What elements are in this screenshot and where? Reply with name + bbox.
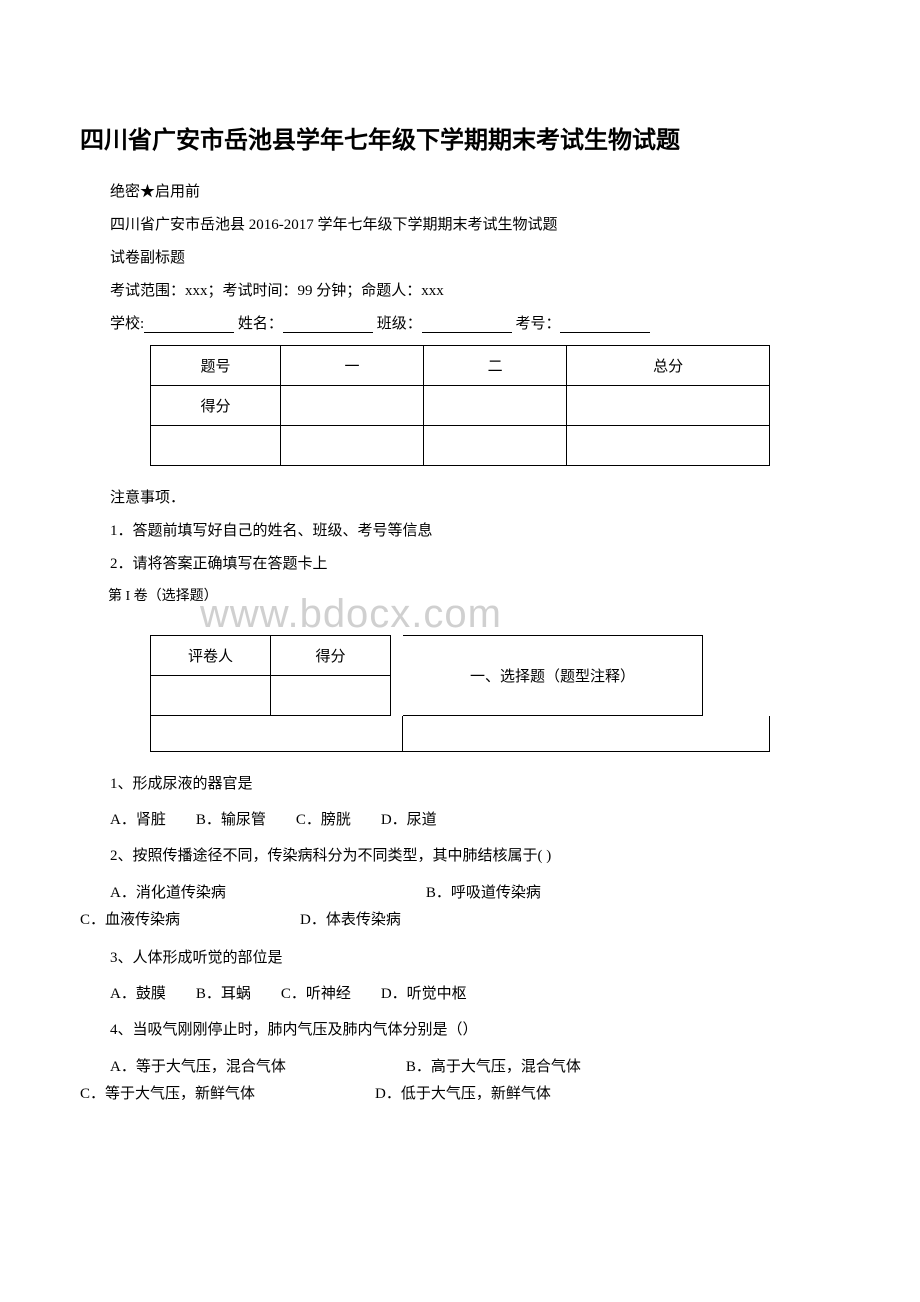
score-table: 题号 一 二 总分 得分 bbox=[150, 345, 770, 466]
exam-info: 考试范围：xxx；考试时间：99 分钟；命题人：xxx bbox=[80, 279, 840, 300]
table-row: 题号 一 二 总分 bbox=[151, 346, 770, 386]
table-row bbox=[151, 426, 770, 466]
empty-cell bbox=[151, 716, 403, 751]
empty-cell bbox=[151, 426, 281, 466]
notice-item: 2．请将答案正确填写在答题卡上 bbox=[80, 552, 840, 573]
empty-cell bbox=[403, 716, 770, 751]
page-title: 四川省广安市岳池县学年七年级下学期期末考试生物试题 bbox=[80, 120, 840, 155]
sub-subtitle: 试卷副标题 bbox=[80, 246, 840, 267]
option-b: B．高于大气压，混合气体 bbox=[406, 1059, 581, 1075]
class-blank[interactable] bbox=[422, 315, 512, 333]
option-c: C．血液传染病 bbox=[80, 912, 180, 928]
question-options: A．鼓膜 B．耳蜗 C．听神经 D．听觉中枢 bbox=[80, 982, 840, 1006]
question-options: A．肾脏 B．输尿管 C．膀胱 D．尿道 bbox=[80, 808, 840, 832]
school-label: 学校: bbox=[110, 316, 144, 332]
empty-cell bbox=[567, 386, 770, 426]
notice-item: 1．答题前填写好自己的姓名、班级、考号等信息 bbox=[80, 519, 840, 540]
header-cell: 二 bbox=[424, 346, 567, 386]
empty-cell bbox=[151, 676, 271, 716]
question-text: 2、按照传播途径不同，传染病科分为不同类型，其中肺结核属于( ) bbox=[80, 844, 840, 868]
table-row: 得分 bbox=[151, 386, 770, 426]
grader-header: 评卷人 bbox=[151, 636, 271, 676]
option-b: B．呼吸道传染病 bbox=[426, 885, 541, 901]
section1-label: 第 I 卷（选择题） bbox=[80, 585, 840, 605]
confidential-label: 绝密★启用前 bbox=[80, 180, 840, 201]
section-title-cell: 一、选择题（题型注释） bbox=[403, 635, 703, 716]
question-text: 1、形成尿液的器官是 bbox=[80, 772, 840, 796]
class-label: 班级： bbox=[377, 316, 422, 332]
grader-table: 评卷人 得分 一、选择题（题型注释） bbox=[150, 635, 840, 752]
option-a: A．等于大气压，混合气体 bbox=[110, 1059, 286, 1075]
student-info-line: 学校: 姓名： 班级： 考号： bbox=[80, 312, 840, 333]
question-text: 3、人体形成听觉的部位是 bbox=[80, 946, 840, 970]
examno-blank[interactable] bbox=[560, 315, 650, 333]
notice-header: 注意事项． bbox=[80, 486, 840, 507]
name-blank[interactable] bbox=[283, 315, 373, 333]
score-header: 得分 bbox=[271, 636, 391, 676]
examno-label: 考号： bbox=[515, 316, 560, 332]
empty-cell bbox=[424, 426, 567, 466]
empty-cell bbox=[567, 426, 770, 466]
header-cell: 总分 bbox=[567, 346, 770, 386]
option-a: A．消化道传染病 bbox=[110, 885, 226, 901]
subtitle: 四川省广安市岳池县 2016-2017 学年七年级下学期期末考试生物试题 bbox=[80, 213, 840, 234]
header-cell: 题号 bbox=[151, 346, 281, 386]
empty-cell bbox=[281, 386, 424, 426]
empty-cell bbox=[271, 676, 391, 716]
question-options: A．等于大气压，混合气体 B．高于大气压，混合气体 C．等于大气压，新鲜气体 D．低… bbox=[80, 1054, 840, 1108]
empty-cell bbox=[281, 426, 424, 466]
option-c: C．等于大气压，新鲜气体 bbox=[80, 1086, 255, 1102]
row-label-cell: 得分 bbox=[151, 386, 281, 426]
question-options: A．消化道传染病 B．呼吸道传染病 C．血液传染病 D．体表传染病 bbox=[80, 880, 840, 934]
school-blank[interactable] bbox=[144, 315, 234, 333]
header-cell: 一 bbox=[281, 346, 424, 386]
option-d: D．低于大气压，新鲜气体 bbox=[375, 1086, 551, 1102]
question-text: 4、当吸气刚刚停止时，肺内气压及肺内气体分别是（） bbox=[80, 1018, 840, 1042]
empty-cell bbox=[424, 386, 567, 426]
name-label: 姓名： bbox=[238, 316, 283, 332]
option-d: D．体表传染病 bbox=[300, 912, 401, 928]
